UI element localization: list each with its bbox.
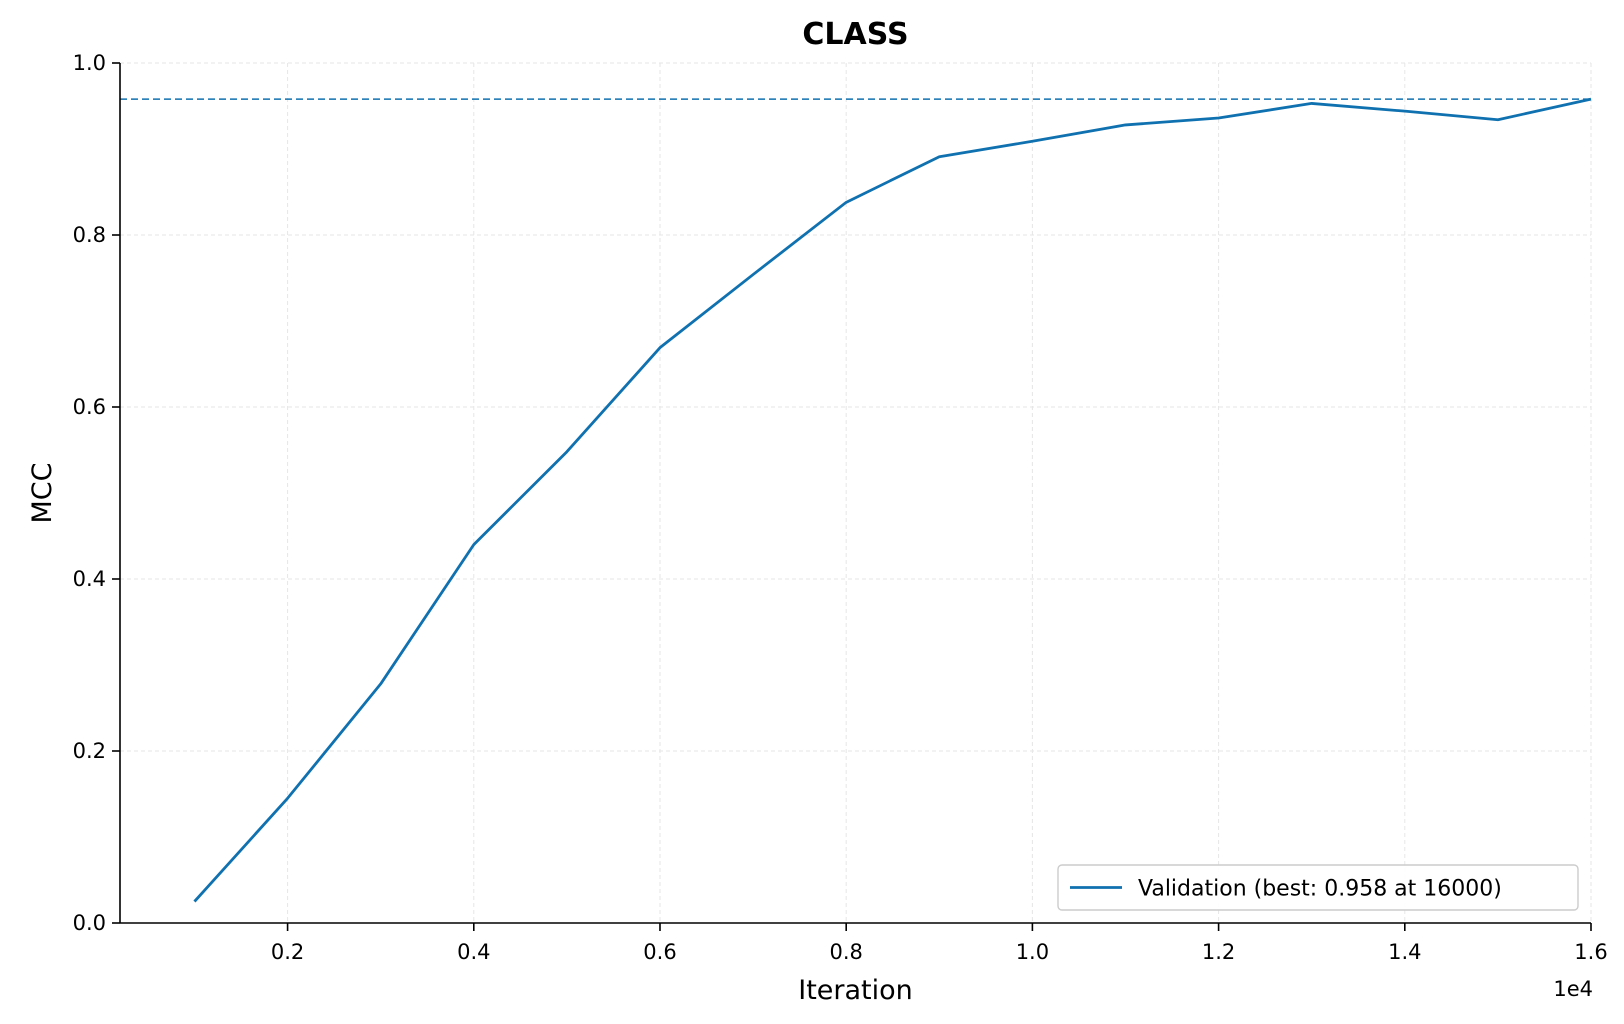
y-tick-label: 0.6: [73, 395, 106, 419]
y-axis-label: MCC: [27, 462, 58, 523]
chart-title: CLASS: [802, 17, 908, 52]
y-tick-label: 1.0: [73, 51, 106, 75]
x-tick-label: 0.4: [457, 940, 490, 964]
legend-box: [1057, 864, 1579, 911]
series-line-validation: [193, 97, 1592, 903]
y-tick-label: 0.8: [73, 223, 106, 247]
x-tick-label: 0.8: [829, 940, 862, 964]
x-tick-label: 1.4: [1388, 940, 1421, 964]
axes: [112, 62, 1592, 931]
y-tick-label: 0.4: [73, 567, 106, 591]
legend: Validation (best: 0.958 at 16000): [1057, 864, 1579, 911]
tick-labels: 0.2 0.4 0.6 0.8 1.0 1.2 1.4 1.6 0.0 0.2 0.4 0.6 0.8 1…: [73, 51, 1608, 964]
x-tick-label: 1.6: [1574, 940, 1607, 964]
x-offset-label: 1e4: [1553, 977, 1593, 1001]
x-tick-label: 1.0: [1016, 940, 1049, 964]
x-tick-label: 1.2: [1202, 940, 1235, 964]
x-tick-label: 0.2: [271, 940, 304, 964]
series-layer: [193, 97, 1592, 903]
legend-entry: Validation (best: 0.958 at 16000): [1138, 877, 1502, 902]
x-tick-label: 0.6: [643, 940, 676, 964]
y-tick-label: 0.2: [73, 739, 106, 763]
y-tick-label: 0.0: [73, 911, 106, 935]
x-axis-label: Iteration: [798, 975, 913, 1006]
grid: [120, 62, 1592, 924]
